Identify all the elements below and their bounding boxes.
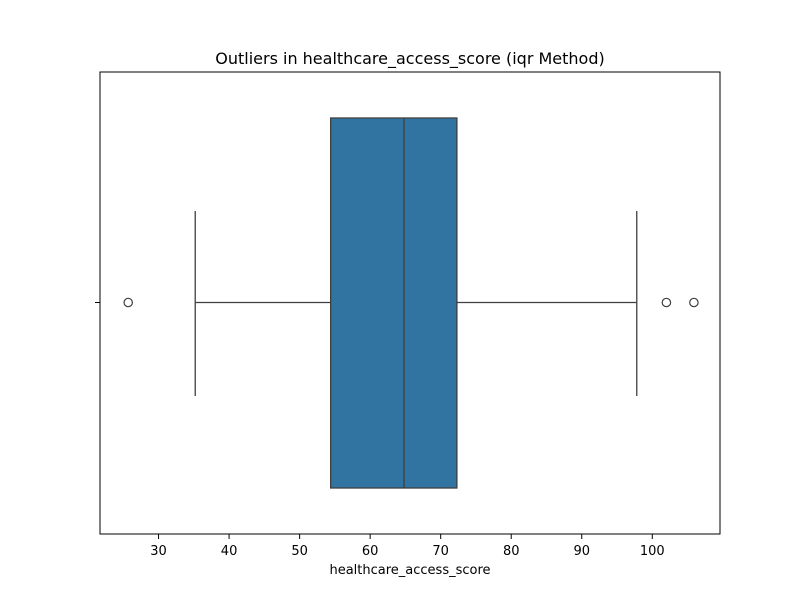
x-tick-label: 70: [432, 544, 449, 559]
x-tick-label: 80: [503, 544, 520, 559]
outlier-point-3: [689, 297, 699, 308]
x-axis-label: healthcare_access_score: [329, 563, 490, 578]
outlier-point-1: [123, 297, 134, 308]
x-tick-label: 40: [221, 544, 238, 559]
chart-title: Outliers in healthcare_access_score (iqr…: [215, 49, 604, 69]
box-plot-marks: [123, 117, 699, 489]
x-tick-label: 90: [573, 544, 590, 559]
x-tick-label: 60: [362, 544, 379, 559]
x-tick-label: 50: [291, 544, 308, 559]
outlier-point-2: [661, 297, 672, 308]
x-tick-label: 100: [640, 544, 665, 559]
x-tick-label: 30: [150, 544, 167, 559]
iqr-box: [329, 117, 458, 489]
x-axis-ticks: 30 40 50 60 70 80 90 100: [150, 534, 665, 559]
